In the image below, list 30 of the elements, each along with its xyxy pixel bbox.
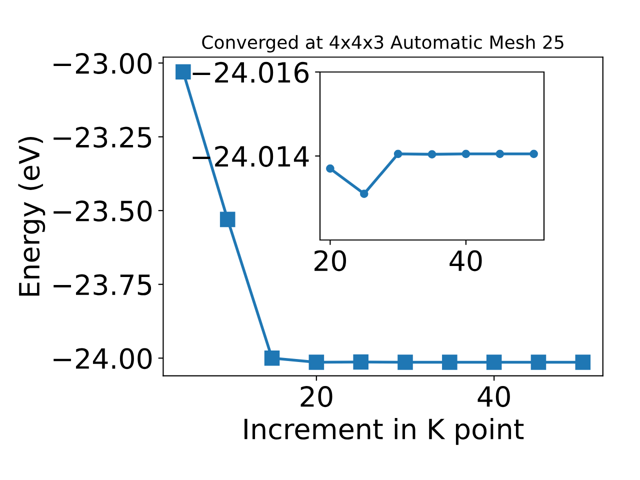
point (360, 190, 368, 198)
y-tick-label: −24.016 (192, 62, 309, 83)
point (308, 354, 324, 370)
point (442, 354, 458, 370)
y-tick-label: −24.00 (54, 348, 152, 370)
point (264, 350, 280, 366)
point (530, 354, 546, 370)
point (326, 164, 334, 173)
point (462, 150, 470, 158)
x-tick-label: 40 (478, 386, 510, 408)
x-tick-label: 20 (314, 250, 346, 272)
point (398, 354, 413, 370)
point (176, 64, 191, 80)
point (394, 150, 402, 158)
point (530, 150, 538, 158)
y-tick-label: −23.75 (54, 274, 152, 296)
point (353, 354, 368, 370)
y-tick-label: −23.25 (54, 126, 152, 148)
point (220, 212, 236, 228)
point (575, 354, 591, 370)
x-tick-label: 20 (300, 386, 332, 408)
y-tick-label: −23.50 (54, 200, 152, 222)
point (486, 354, 502, 370)
point (428, 150, 436, 158)
y-tick-label: −23.00 (54, 52, 152, 74)
point (496, 150, 504, 158)
y-axis-title: Energy (eV) (18, 136, 46, 296)
chart-title: Converged at 4x4x3 Automatic Mesh 25 (202, 35, 564, 53)
x-axis-title: Increment in K point (244, 418, 524, 445)
x-tick-label: 40 (450, 250, 482, 272)
